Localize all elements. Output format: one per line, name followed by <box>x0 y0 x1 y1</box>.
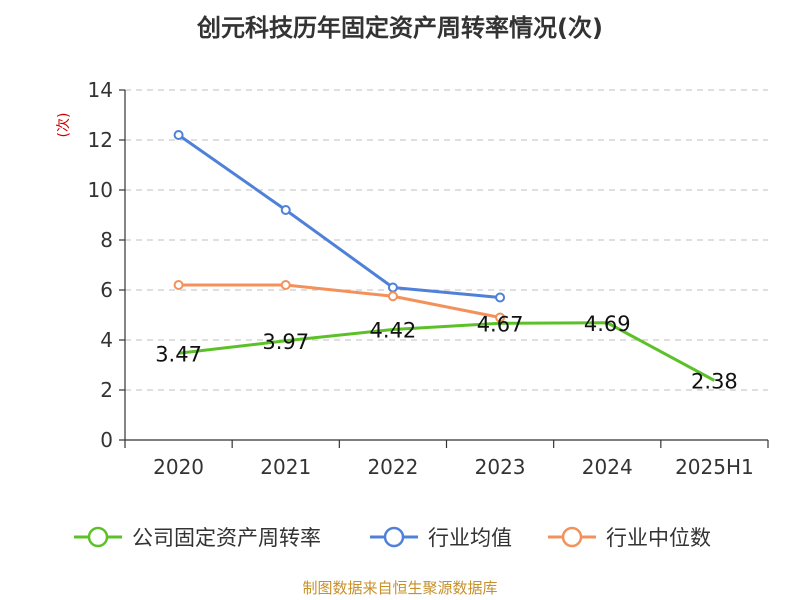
legend-marker <box>561 526 583 548</box>
data-label: 4.42 <box>370 319 417 343</box>
x-tick-label: 2020 <box>153 455 204 479</box>
x-tick-label: 2024 <box>582 455 633 479</box>
x-tick-label: 2022 <box>367 455 418 479</box>
data-point <box>495 312 506 323</box>
tick-labels: 0 2 4 6 8 10 12 14 2020 2021 2022 2023 2024 2025H1 <box>88 78 754 479</box>
x-tick-label: 2025H1 <box>675 455 754 479</box>
data-point <box>173 130 184 140</box>
data-point <box>280 280 291 290</box>
y-axis-unit: (次) <box>56 113 72 138</box>
data-point <box>173 280 184 290</box>
legend-label: 行业均值 <box>428 526 512 550</box>
series-line-2 <box>178 283 501 319</box>
chart-title: 创元科技历年固定资产周转率情况(次) <box>196 14 603 42</box>
x-tick-label: 2023 <box>475 455 526 479</box>
data-label: 3.97 <box>262 330 309 354</box>
y-tick-label: 6 <box>100 278 113 302</box>
legend: 公司固定资产周转率 行业均值 行业中位数 <box>74 526 711 550</box>
legend-marker <box>87 526 109 548</box>
data-label: 3.47 <box>155 342 202 366</box>
legend-label: 公司固定资产周转率 <box>132 526 321 550</box>
y-tick-label: 4 <box>100 328 113 352</box>
source-note: 制图数据来自恒生聚源数据库 <box>302 579 497 597</box>
series-points <box>173 130 506 323</box>
data-point <box>280 205 291 215</box>
data-point <box>495 292 506 303</box>
axes <box>119 89 769 448</box>
legend-marker <box>383 526 405 548</box>
data-label: 4.67 <box>477 312 524 336</box>
legend-label: 行业中位数 <box>606 526 711 550</box>
gridlines <box>125 89 768 391</box>
data-point <box>387 282 398 293</box>
series-line-1 <box>177 133 501 299</box>
y-tick-label: 14 <box>88 78 113 102</box>
y-tick-label: 8 <box>100 228 113 252</box>
data-label: 4.69 <box>584 312 631 336</box>
y-tick-label: 0 <box>100 428 113 452</box>
series-lines <box>177 133 716 382</box>
y-tick-label: 2 <box>100 378 113 402</box>
data-labels: 3.47 3.97 4.42 4.67 4.69 2.38 <box>155 312 738 394</box>
x-tick-label: 2021 <box>260 455 311 479</box>
data-label: 2.38 <box>691 370 738 394</box>
series-line-0 <box>178 321 716 382</box>
data-point <box>387 291 398 302</box>
y-tick-label: 12 <box>88 128 113 152</box>
y-tick-label: 10 <box>88 178 113 202</box>
